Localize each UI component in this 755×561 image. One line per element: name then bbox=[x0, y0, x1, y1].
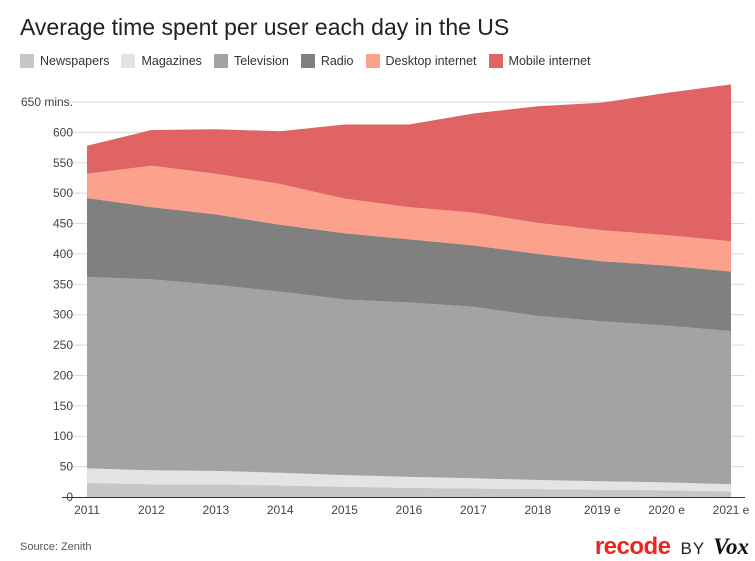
legend-item-magazines: Magazines bbox=[121, 54, 202, 68]
legend-label: Newspapers bbox=[40, 54, 110, 68]
y-tick-label: 350 bbox=[53, 277, 73, 291]
legend: Newspapers Magazines Television Radio Deskto… bbox=[20, 54, 603, 68]
area-newspapers bbox=[87, 483, 731, 497]
vox-logo: Vox bbox=[713, 534, 749, 559]
y-tick-label: 250 bbox=[53, 338, 73, 352]
brand-by: BY bbox=[680, 539, 706, 558]
y-tick-label: 650 mins. bbox=[21, 95, 73, 109]
legend-swatch bbox=[121, 54, 136, 68]
y-tick-label: 400 bbox=[53, 247, 73, 261]
x-tick-label: 2014 bbox=[267, 503, 294, 517]
area-magazines bbox=[87, 468, 731, 492]
chart-title: Average time spent per user each day in … bbox=[20, 14, 510, 40]
x-tick-label: 2018 bbox=[524, 503, 551, 517]
legend-label: Television bbox=[233, 54, 289, 68]
recode-logo: recode bbox=[594, 533, 671, 560]
source-note: Source: Zenith bbox=[20, 541, 92, 553]
legend-item-radio: Radio bbox=[300, 54, 354, 68]
x-tick-label: 2021 e bbox=[713, 503, 750, 517]
x-tick-label: 2017 bbox=[460, 503, 487, 517]
area-television bbox=[87, 277, 731, 485]
y-tick-label: 200 bbox=[53, 368, 73, 382]
legend-swatch bbox=[20, 54, 34, 68]
legend-label: Desktop internet bbox=[385, 54, 477, 68]
legend-swatch bbox=[300, 54, 315, 68]
legend-label: Mobile internet bbox=[508, 54, 591, 68]
y-tick-label: 550 bbox=[53, 156, 73, 170]
x-tick-label: 2015 bbox=[331, 503, 358, 517]
x-tick-label: 2012 bbox=[138, 503, 165, 517]
legend-swatch bbox=[488, 54, 503, 68]
legend-label: Magazines bbox=[141, 54, 202, 68]
legend-swatch bbox=[365, 54, 380, 68]
x-tick-label: 2016 bbox=[396, 503, 423, 517]
x-tick-label: 2020 e bbox=[648, 503, 685, 517]
brand-logo: recode BY Vox bbox=[595, 533, 749, 561]
legend-item-newspapers: Newspapers bbox=[20, 54, 109, 68]
x-tick-label: 2011 bbox=[74, 503, 100, 517]
legend-item-television: Television bbox=[213, 54, 289, 68]
x-tick-label: 2019 e bbox=[584, 503, 621, 517]
y-tick-label: 450 bbox=[53, 217, 73, 231]
y-tick-label: 600 bbox=[53, 125, 73, 139]
legend-item-mobile-internet: Mobile internet bbox=[488, 54, 591, 68]
y-tick-label: 500 bbox=[53, 186, 73, 200]
legend-item-desktop-internet: Desktop internet bbox=[365, 54, 477, 68]
y-tick-label: 100 bbox=[53, 429, 73, 443]
area-radio bbox=[87, 198, 731, 332]
x-tick-label: 2013 bbox=[202, 503, 229, 517]
legend-label: Radio bbox=[320, 54, 354, 68]
y-tick-label: 300 bbox=[53, 308, 73, 322]
y-tick-label: 150 bbox=[53, 399, 73, 413]
area-desktop-internet bbox=[87, 165, 731, 272]
area-mobile-internet bbox=[87, 84, 731, 242]
y-tick-label: 50 bbox=[60, 460, 74, 474]
legend-swatch bbox=[213, 54, 228, 68]
